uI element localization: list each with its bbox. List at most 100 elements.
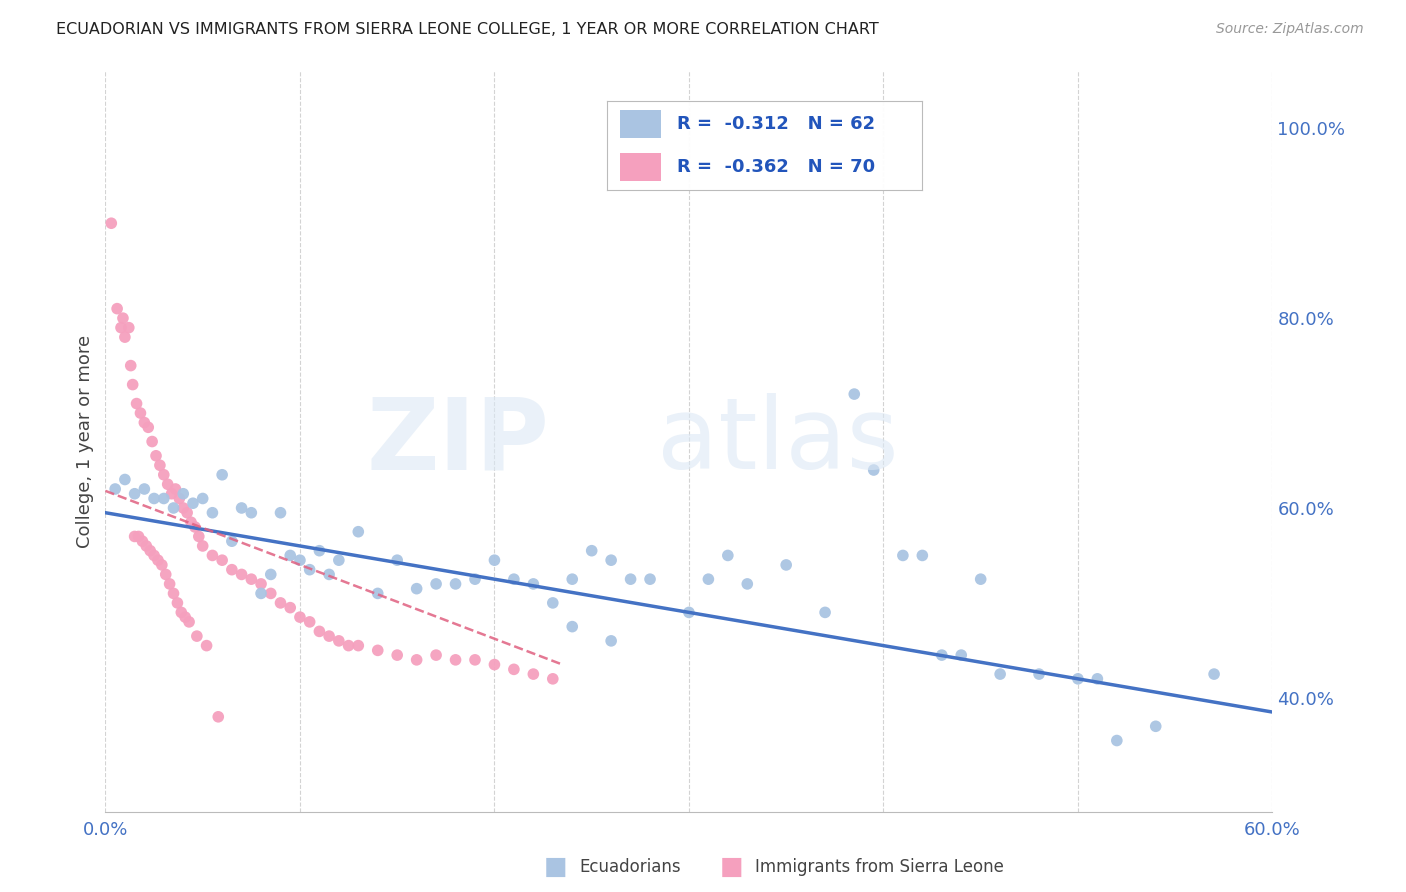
Point — [737, 577, 759, 591]
Point — [484, 553, 506, 567]
Point — [177, 615, 200, 629]
Point — [240, 506, 263, 520]
Point — [174, 610, 197, 624]
Point — [425, 577, 447, 591]
Point — [250, 577, 273, 591]
Point — [678, 606, 700, 620]
Point — [153, 491, 174, 506]
Point — [149, 458, 172, 473]
Point — [911, 549, 934, 563]
Point — [201, 549, 224, 563]
Text: R =  -0.312   N = 62: R = -0.312 N = 62 — [676, 115, 875, 133]
Point — [425, 648, 447, 662]
Point — [155, 567, 177, 582]
Point — [184, 520, 207, 534]
Point — [211, 467, 233, 482]
Point — [308, 543, 330, 558]
Point — [145, 449, 167, 463]
Point — [775, 558, 797, 572]
Point — [444, 577, 467, 591]
Point — [172, 487, 194, 501]
Point — [891, 549, 914, 563]
Point — [328, 633, 350, 648]
Point — [1144, 719, 1167, 733]
Bar — [620, 153, 661, 181]
Point — [844, 387, 866, 401]
Y-axis label: College, 1 year or more: College, 1 year or more — [76, 335, 94, 548]
Point — [347, 639, 370, 653]
Text: Ecuadorians: Ecuadorians — [579, 858, 681, 876]
Point — [541, 672, 564, 686]
Point — [288, 553, 311, 567]
Point — [231, 567, 253, 582]
Point — [118, 320, 141, 334]
Text: R =  -0.362   N = 70: R = -0.362 N = 70 — [676, 158, 875, 176]
Point — [141, 434, 163, 449]
Point — [139, 543, 162, 558]
Point — [328, 553, 350, 567]
Point — [104, 482, 127, 496]
Point — [638, 572, 661, 586]
Point — [162, 586, 184, 600]
Point — [561, 620, 583, 634]
Point — [150, 558, 173, 572]
Point — [100, 216, 122, 230]
Bar — [620, 110, 661, 138]
Point — [110, 320, 132, 334]
Point — [201, 506, 224, 520]
Point — [166, 596, 188, 610]
Point — [260, 586, 283, 600]
Point — [114, 330, 136, 344]
Point — [1105, 733, 1128, 747]
Point — [162, 500, 184, 515]
Point — [970, 572, 993, 586]
Point — [298, 563, 321, 577]
Text: Source: ZipAtlas.com: Source: ZipAtlas.com — [1216, 22, 1364, 37]
Point — [191, 539, 214, 553]
Point — [114, 473, 136, 487]
Point — [221, 563, 243, 577]
Point — [522, 667, 544, 681]
Point — [1067, 672, 1090, 686]
Point — [187, 529, 209, 543]
Point — [288, 610, 311, 624]
Point — [278, 600, 301, 615]
Point — [121, 377, 143, 392]
Text: ■: ■ — [720, 855, 742, 879]
Point — [318, 629, 340, 643]
Point — [697, 572, 720, 586]
Point — [134, 416, 156, 430]
Point — [180, 515, 202, 529]
Point — [405, 582, 427, 596]
Point — [717, 549, 740, 563]
Point — [146, 553, 169, 567]
Point — [231, 500, 253, 515]
Point — [1202, 667, 1225, 681]
Point — [125, 396, 148, 410]
Point — [541, 596, 564, 610]
Point — [169, 491, 191, 506]
Text: Immigrants from Sierra Leone: Immigrants from Sierra Leone — [755, 858, 1004, 876]
Point — [129, 406, 152, 420]
Point — [269, 596, 292, 610]
Point — [502, 572, 524, 586]
Point — [405, 653, 427, 667]
Point — [862, 463, 884, 477]
Point — [619, 572, 641, 586]
Point — [464, 653, 486, 667]
Point — [128, 529, 150, 543]
Point — [464, 572, 486, 586]
Point — [1028, 667, 1050, 681]
Point — [111, 311, 134, 326]
Point — [988, 667, 1011, 681]
Point — [581, 543, 603, 558]
Point — [484, 657, 506, 672]
Point — [298, 615, 321, 629]
Point — [186, 629, 208, 643]
Point — [134, 482, 156, 496]
Point — [502, 662, 524, 676]
Point — [143, 549, 166, 563]
Point — [170, 606, 193, 620]
Point — [240, 572, 263, 586]
Point — [814, 606, 837, 620]
